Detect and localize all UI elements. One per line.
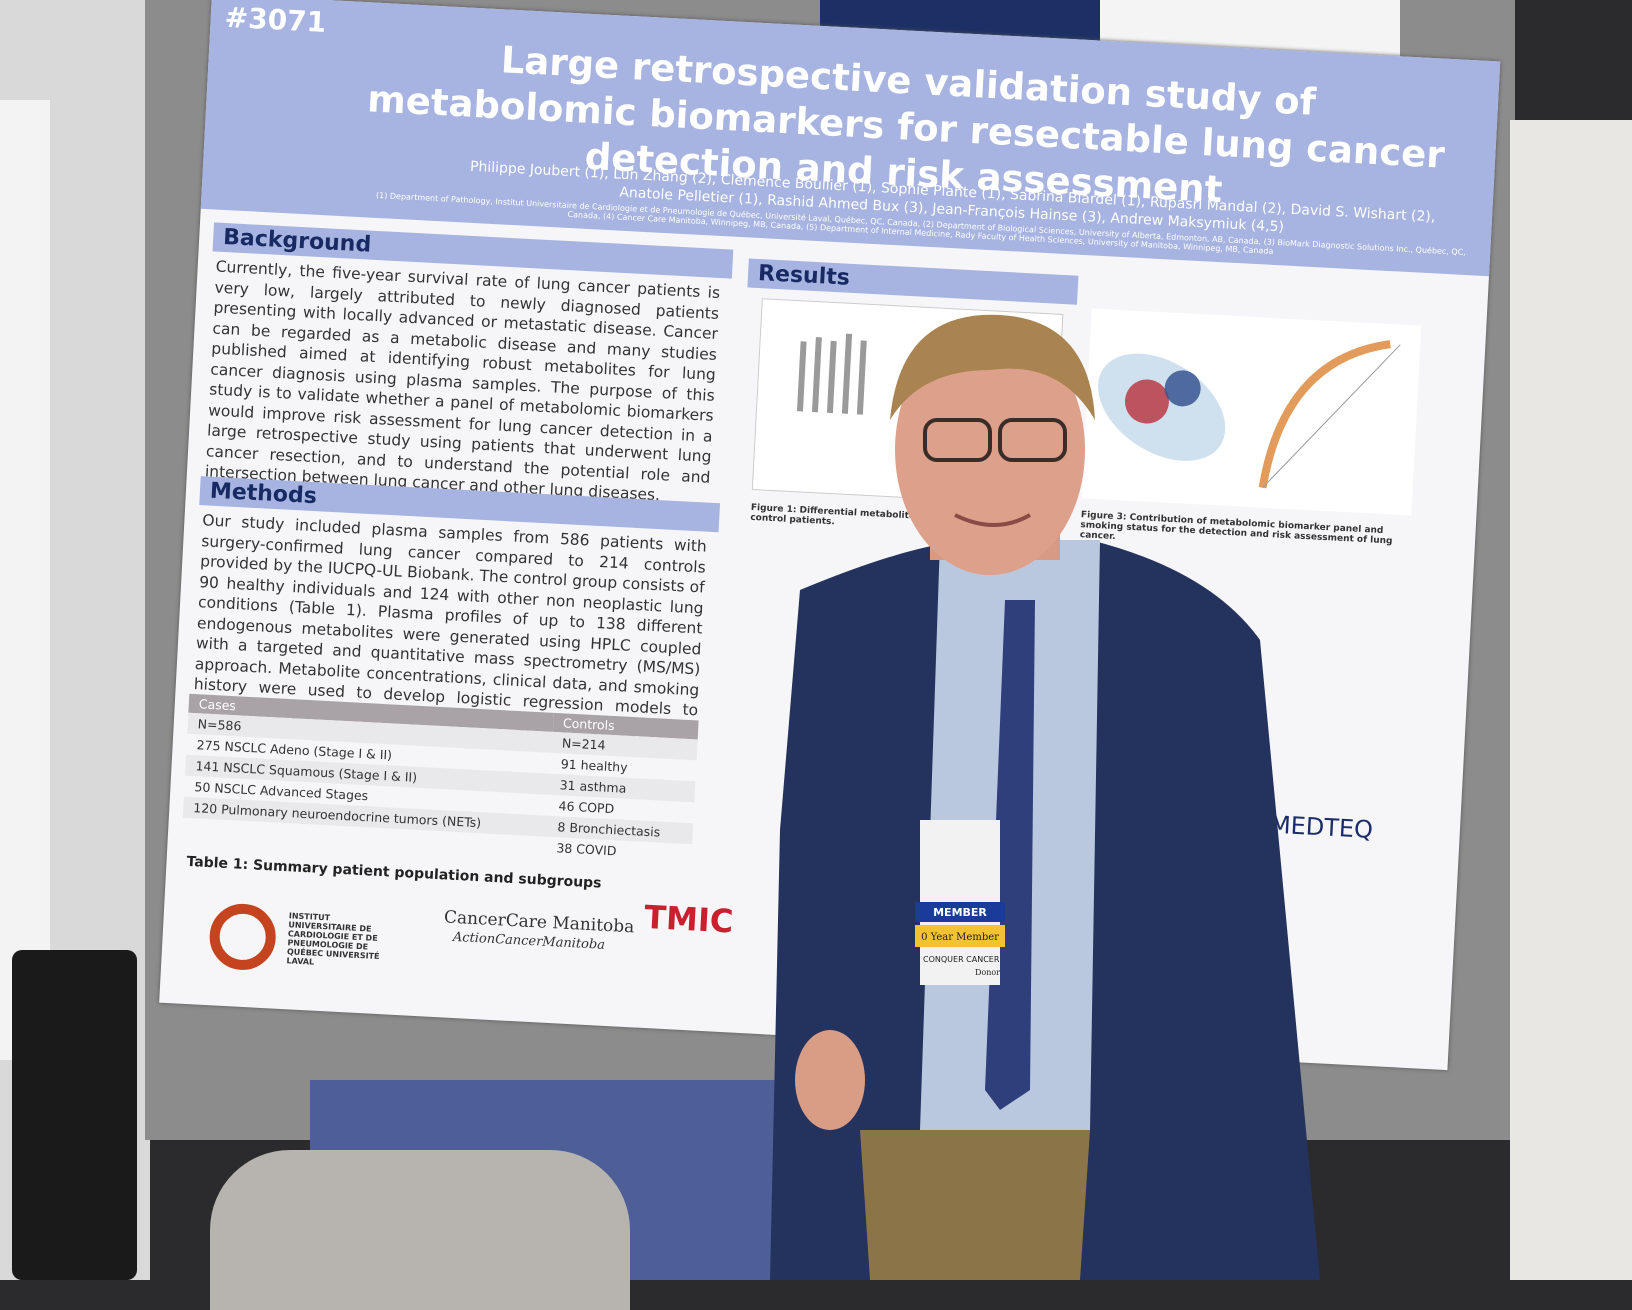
poster-number: #3071 [223,0,327,39]
bar-figure [796,333,867,415]
section-heading: Results [747,258,1079,305]
left-poster-edge [0,100,50,1060]
badge-conquer: CONQUER CANCER [923,955,1000,964]
hair [890,314,1095,420]
right-wall [1510,120,1632,1280]
man: MEMBER 0 Year Member CONQUER CANCER Dono… [770,314,1320,1280]
trousers [860,1130,1090,1280]
badge-stripe [915,902,1005,922]
figure-3 [1081,308,1422,516]
tmic-logo: TMIC [643,897,735,941]
figure-1 [751,298,1064,506]
table-caption: Table 1: Summary patient population and … [186,853,602,892]
iucpq-logo-mark [209,903,276,970]
badge-year-stripe [915,925,1005,947]
badge-years: 0 Year Member [921,932,999,943]
scatter-roc [1098,340,1401,489]
badge-member: MEMBER [933,906,987,919]
summary-table: Cases Controls N=586 N=214 275 NSCLC Adeno (… [182,693,699,865]
iucpq-logo: INSTITUT UNIVERSITAIRE DE CARDIOLOGIE ET… [286,911,380,967]
poster: #3071 Large retrospective validation stu… [159,0,1501,1071]
glasses [923,418,1067,462]
badge-donor: Donor [975,968,1000,977]
section-text: Currently, the five-year survival rate o… [204,257,721,505]
hand [795,1030,865,1130]
poster-tube [12,950,137,1280]
mouth [954,513,1031,527]
chair [210,1150,630,1310]
